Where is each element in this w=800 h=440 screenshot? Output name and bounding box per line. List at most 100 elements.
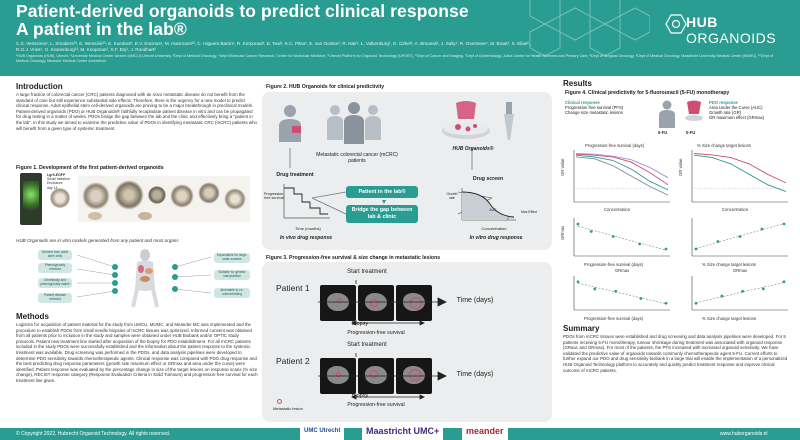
grmax-vs-size-chart-2 (691, 276, 788, 311)
start-treatment-label-1: Start treatment (347, 269, 387, 275)
plot-f-title: GRmax (733, 268, 748, 273)
clinical-response-item: Progression free survival (PFS) (565, 105, 624, 110)
ct-scan-image (320, 285, 356, 321)
patient-group-icon (327, 102, 381, 144)
copyright-text: © Copyright 2022, Hubrecht Organoid Tech… (16, 431, 171, 437)
plot-d-xlabel: % Size change target lesions (702, 262, 757, 267)
data-point (593, 287, 597, 291)
data-point (760, 227, 764, 231)
fig1-tag: Small Intestine Enclosure (47, 177, 70, 186)
partner-logo-umc: UMC Utrecht (300, 425, 345, 440)
grmax-vs-pfs-chart-2 (573, 276, 670, 311)
title-line-2: A patient in the lab® (16, 19, 187, 39)
plot-e-xlabel: Progression-free survival (days) (584, 316, 644, 321)
growth-rate-label: Growth rate (446, 192, 458, 200)
pfs-label-1: Progression-free survival (347, 330, 405, 336)
lesion-legend-marker (277, 399, 282, 404)
data-point (761, 287, 765, 291)
author-list: C.S. Verissimo¹, L. Smabers²³, E. Wensin… (16, 41, 530, 52)
pdo-response-item: Area Under the Curve (AUC) (709, 105, 763, 110)
in-vivo-label: In vivo drug response (280, 235, 332, 241)
grmax-vs-size-chart (691, 218, 788, 257)
pfs-curve-chart (283, 184, 330, 219)
methods-text: Logistics for acquisition of patient mat… (16, 322, 258, 383)
data-point (611, 235, 615, 238)
data-point (639, 297, 643, 300)
hub-organoids-label: HUB Organoids® (452, 146, 494, 152)
fig3-title: Figure 3. Progression-free survival & si… (266, 255, 441, 261)
logo-wordmark: HUB ORGANOIDS (686, 14, 800, 46)
website-link[interactable]: www.huborganoids.nl (720, 431, 768, 437)
data-point (664, 301, 668, 305)
series-line (693, 153, 787, 184)
data-point (576, 280, 580, 284)
partner-logo-meander: meander (462, 425, 508, 440)
fig1-bubble: Expandable for large-scale screens (214, 253, 250, 263)
drug-screen-label: Drug screen (472, 176, 504, 182)
concentration-label: Concentration (481, 226, 507, 231)
series-line (693, 154, 787, 193)
hub-organoids-logo-icon (665, 14, 687, 34)
patient-1-label: Patient 1 (276, 283, 310, 293)
summary-text: PDOs from mCRC tissues were established … (563, 334, 788, 373)
data-point (782, 222, 786, 226)
data-point (638, 242, 641, 246)
fig1-bubble: Genetically and phenotypically stable (38, 278, 72, 288)
start-treatment-label-2: Start treatment (347, 342, 387, 348)
results-heading: Results (563, 79, 592, 88)
logo-organoids: ORGANOIDS (686, 30, 777, 46)
fig1-caption: HUB Organoids are in vitro models genera… (16, 238, 179, 243)
gr-value-axis-a: GR value (560, 158, 565, 176)
pipette-icon (504, 102, 514, 140)
biopsy-label-1: Biopsy (351, 321, 369, 327)
body-organs-icon (76, 249, 212, 308)
data-point (694, 301, 698, 305)
fig3-timeline-arrows (318, 280, 447, 400)
data-point (741, 289, 744, 293)
time-months-label: Time (months) (295, 226, 321, 231)
trend-line (577, 282, 667, 305)
data-point (720, 294, 724, 298)
clinical-response-block: Clinical response Progression free survi… (565, 100, 655, 115)
fig1-tags: Lgr5-EGFP Small Intestine Enclosure day … (47, 173, 77, 190)
gr-curve-chart-pfs (573, 150, 670, 203)
in-vitro-label: In vitro drug response (469, 235, 523, 241)
fig2-panel (262, 92, 552, 250)
data-point (614, 289, 618, 293)
pdo-response-block: PDO response Area Under the Curve (AUC) … (709, 100, 793, 120)
fig1-organoid-strip (78, 176, 250, 222)
data-point (716, 240, 720, 243)
clinical-response-heading: Clinical response (565, 100, 600, 105)
plot-b-title: % Size change target lesions (697, 143, 752, 148)
plot-a-title: Progression-free survival (days) (585, 143, 645, 148)
gr-curve-chart-size (691, 150, 788, 203)
plot-f-xlabel: % Size change target lesions (702, 316, 757, 321)
intro-text: A large fraction of colorectal cancer (C… (16, 92, 257, 131)
data-point (576, 222, 580, 226)
cohort-label: Metastatic colorectal cancer (mCRC) pati… (316, 152, 398, 164)
fig1-bubble: Derived from adult stem cells (38, 250, 72, 260)
affiliations: ¹HUB Organoids (HUB), Utrecht, ²Universi… (16, 54, 773, 63)
drug-label-2: 5-FU (686, 130, 696, 135)
biopsy-label-2: Biopsy (351, 393, 369, 399)
fig1-tag: Lgr5-EGFP (47, 173, 66, 177)
fig1-bubble: Suitable for genetic manipulation (214, 270, 250, 280)
data-point (694, 247, 698, 251)
grmax-axis-c: GRmax (560, 225, 565, 240)
fig1-bubble: Phenotypically relevant (38, 263, 72, 273)
concentration-axis-b: Concentration (722, 207, 749, 212)
organoid-dish-icon (685, 100, 703, 121)
series-line (575, 153, 669, 179)
series-line (575, 156, 669, 196)
data-point (664, 247, 668, 251)
partner-logo-maastricht: Maastricht UMC+ (362, 425, 444, 440)
data-point (782, 280, 786, 284)
title-line-1: Patient-derived organoids to predict cli… (16, 1, 469, 21)
patient-in-lab-box: Patient in the lab® (346, 186, 418, 198)
fig1-organoid-image (50, 188, 70, 208)
gr-value-axis-b: GR value (678, 158, 683, 176)
header-band: Patient-derived organoids to predict cli… (0, 0, 800, 76)
drug-treatment-label: Drug treatment (276, 172, 314, 178)
methods-heading: Methods (16, 312, 49, 321)
